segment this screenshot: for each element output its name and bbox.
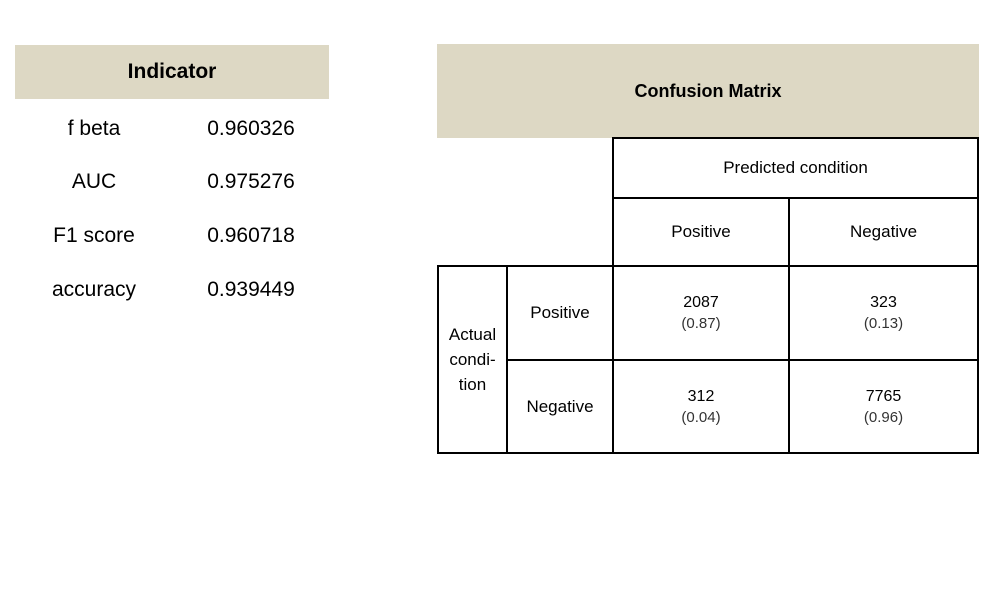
grid-line [506, 265, 508, 454]
indicator-value: 0.939449 [207, 278, 295, 301]
true-positive-count: 2087 [683, 294, 719, 311]
false-positive-cell: 312 (0.04) [614, 361, 788, 452]
grid-line [788, 197, 790, 454]
actual-negative-text: Negative [526, 396, 594, 416]
indicator-name: f beta [67, 117, 121, 140]
confusion-matrix-header: Confusion Matrix [437, 44, 979, 138]
indicator-row-accuracy: accuracy 0.939449 [15, 263, 329, 317]
true-negative-count: 7765 [865, 387, 902, 405]
actual-positive-header: Positive [508, 267, 612, 359]
grid-line [437, 452, 979, 454]
false-positive-ratio: (0.04) [681, 408, 721, 426]
indicator-value: 0.960326 [207, 117, 295, 140]
actual-condition-line: tion [458, 375, 487, 394]
grid-line [612, 197, 979, 199]
indicator-name: F1 score [53, 224, 135, 247]
actual-positive-text: Positive [530, 303, 590, 322]
actual-negative-header: Negative [508, 361, 612, 452]
indicator-row-f-beta: f beta 0.960326 [15, 102, 329, 156]
true-negative-cell: 7765 (0.96) [790, 361, 977, 452]
true-positive-ratio: (0.87) [681, 315, 721, 332]
grid-line [977, 137, 979, 454]
predicted-condition-label: Predicted condition [614, 139, 977, 197]
indicator-row-auc: AUC 0.975276 [15, 155, 329, 209]
actual-condition-line: Actual [448, 325, 497, 344]
false-positive-count: 312 [687, 387, 715, 405]
true-positive-cell: 2087 (0.87) [614, 267, 788, 359]
actual-condition-label: Actual condi- tion [439, 267, 506, 452]
false-negative-ratio: (0.13) [863, 315, 904, 332]
grid-line [612, 137, 614, 454]
grid-line [506, 359, 979, 361]
indicator-name: AUC [71, 170, 117, 193]
confusion-matrix-title: Confusion Matrix [634, 80, 782, 101]
predicted-positive-text: Positive [671, 222, 731, 241]
actual-condition-line: condi- [449, 350, 496, 369]
predicted-negative-text: Negative [849, 222, 918, 241]
grid-line [437, 265, 439, 454]
false-negative-count: 323 [870, 294, 897, 311]
true-negative-ratio: (0.96) [863, 408, 904, 426]
indicator-title: Indicator [127, 60, 217, 83]
grid-line [612, 137, 979, 139]
indicator-value: 0.975276 [207, 170, 295, 193]
predicted-condition-text: Predicted condition [723, 158, 868, 177]
indicator-value: 0.960718 [207, 224, 295, 247]
predicted-negative-header: Negative [790, 199, 977, 265]
grid-line [437, 265, 979, 267]
predicted-positive-header: Positive [614, 199, 788, 265]
indicator-name: accuracy [51, 278, 137, 301]
false-negative-cell: 323 (0.13) [790, 267, 977, 359]
indicator-header: Indicator [15, 45, 329, 99]
indicator-row-f1-score: F1 score 0.960718 [15, 209, 329, 263]
